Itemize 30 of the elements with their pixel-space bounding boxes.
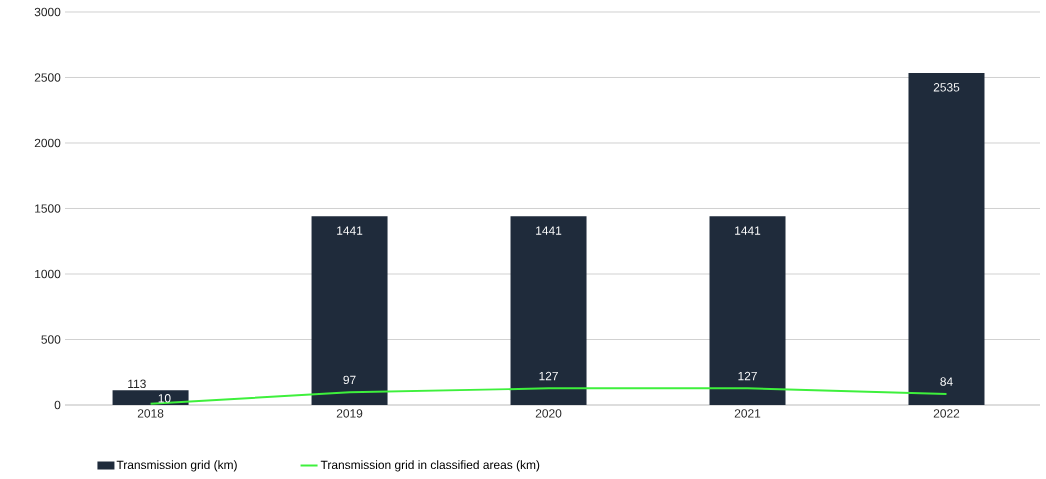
line-series bbox=[149, 387, 948, 405]
y-tick-label: 2000 bbox=[34, 138, 61, 148]
x-tick-label: 2020 bbox=[535, 409, 562, 418]
x-tick-label: 2019 bbox=[336, 409, 363, 418]
data-label: 113 bbox=[128, 379, 146, 388]
bar bbox=[709, 216, 786, 405]
bar bbox=[311, 216, 388, 405]
x-tick-label: 2021 bbox=[734, 409, 761, 418]
data-label: 1441 bbox=[337, 226, 363, 235]
data-label: 97 bbox=[343, 375, 356, 385]
bar bbox=[510, 216, 587, 405]
legend-label: Transmission grid (km) bbox=[116, 460, 237, 472]
x-tick-label: 2018 bbox=[137, 409, 164, 418]
data-label: 84 bbox=[940, 377, 953, 386]
y-tick-label: 500 bbox=[41, 335, 61, 344]
y-tick-label: 1500 bbox=[35, 204, 61, 213]
data-label: 127 bbox=[738, 371, 757, 381]
legend-label: Transmission grid in classified areas (km) bbox=[320, 460, 540, 472]
x-tick-label: 2022 bbox=[933, 409, 960, 418]
data-label: 1441 bbox=[536, 226, 562, 235]
y-tick-label: 0 bbox=[54, 400, 61, 410]
y-tick-label: 3000 bbox=[34, 7, 61, 17]
data-label: 1441 bbox=[735, 226, 761, 235]
bar bbox=[908, 72, 985, 405]
y-tick-label: 2500 bbox=[34, 73, 61, 82]
data-label: 127 bbox=[539, 371, 558, 381]
y-tick-label: 1000 bbox=[35, 269, 61, 279]
bar bbox=[112, 390, 189, 405]
data-label: 10 bbox=[158, 394, 171, 403]
data-label: 2535 bbox=[933, 83, 960, 92]
